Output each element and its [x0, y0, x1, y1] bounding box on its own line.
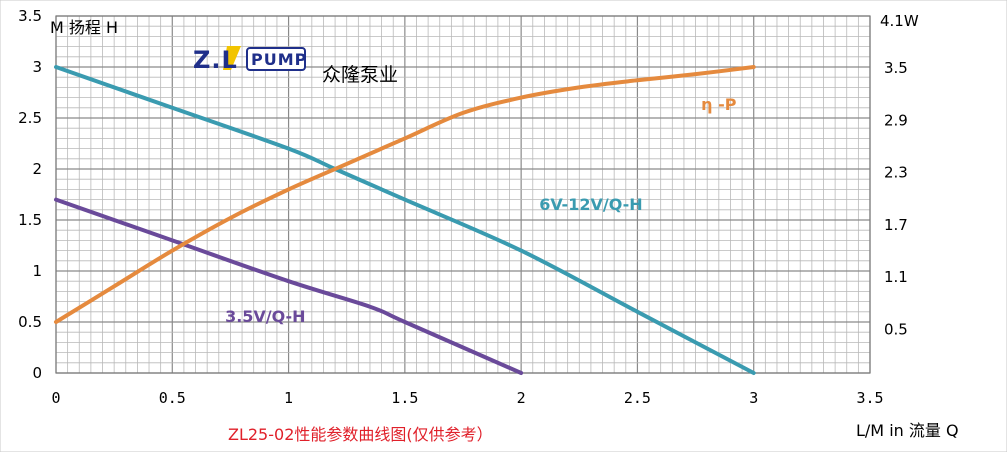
- plot-frame: [55, 15, 871, 374]
- x-tick-label: 0.5: [159, 389, 186, 407]
- brand-name: 众隆泵业: [322, 64, 399, 86]
- y-right-tick-label: 0.5: [884, 320, 908, 338]
- chart-caption: ZL25-02性能参数曲线图(仅供参考）: [228, 425, 493, 444]
- y-left-tick-label: 1: [32, 262, 42, 280]
- y-right-tick-label: 1.1: [884, 268, 908, 286]
- logo-pump-box: [246, 47, 306, 71]
- y-left-tick-label: 3: [32, 58, 42, 76]
- y-right-axis-title: 4.1W: [880, 12, 919, 30]
- y-left-tick-label: 0.5: [18, 313, 42, 331]
- y-left-tick-label: 2: [32, 160, 42, 178]
- y-left-axis-title: M 扬程 H: [50, 18, 118, 37]
- x-tick-label: 2: [517, 389, 526, 407]
- y-right-tick-label: 3.5: [884, 59, 908, 77]
- series-label: 3.5V/Q-H: [225, 307, 306, 326]
- grid: [55, 15, 871, 374]
- brand-logo: Z.L PUMP: [193, 40, 307, 82]
- logo-text-left: Z.L: [193, 46, 238, 74]
- x-tick-label: 3.5: [856, 389, 883, 407]
- y-right-tick-label: 1.7: [884, 216, 908, 234]
- y-left-tick-label: 3.5: [18, 7, 42, 25]
- x-tick-label: 2.5: [624, 389, 651, 407]
- y-left-tick-label: 2.5: [18, 109, 42, 127]
- series-line-6v-12v-q-h: [54, 65, 756, 375]
- series-label-layer: 6V-12V/Q-H 3.5V/Q-H η -P: [225, 95, 737, 326]
- logo-text-right: PUMP: [251, 50, 308, 69]
- y-right-tick-label: 2.3: [884, 164, 908, 182]
- x-tick-label: 1: [284, 389, 293, 407]
- y-left-tick-label: 0: [32, 364, 42, 382]
- series-label: 6V-12V/Q-H: [539, 195, 642, 214]
- x-tick-label: 3: [749, 389, 758, 407]
- tick-layer: 0 0.5 1 1.5 2 2.5 3 3.5 0 0.5 1 1.5 2 2.5 3 3.5 0.5 1.1 1.…: [18, 7, 908, 407]
- x-tick-label: 0: [51, 389, 60, 407]
- y-left-tick-label: 1.5: [18, 211, 42, 229]
- series-line-p: [54, 65, 756, 324]
- series-label: η -P: [701, 95, 737, 114]
- series-layer: [54, 65, 756, 375]
- logo-graphic: [223, 46, 306, 71]
- y-right-tick-label: 2.9: [884, 111, 908, 129]
- logo-accent-shape: [223, 46, 241, 70]
- x-axis-title: L/M in 流量 Q: [856, 421, 959, 440]
- series-line-3-5v-q-h: [54, 197, 524, 375]
- x-tick-label: 1.5: [391, 389, 418, 407]
